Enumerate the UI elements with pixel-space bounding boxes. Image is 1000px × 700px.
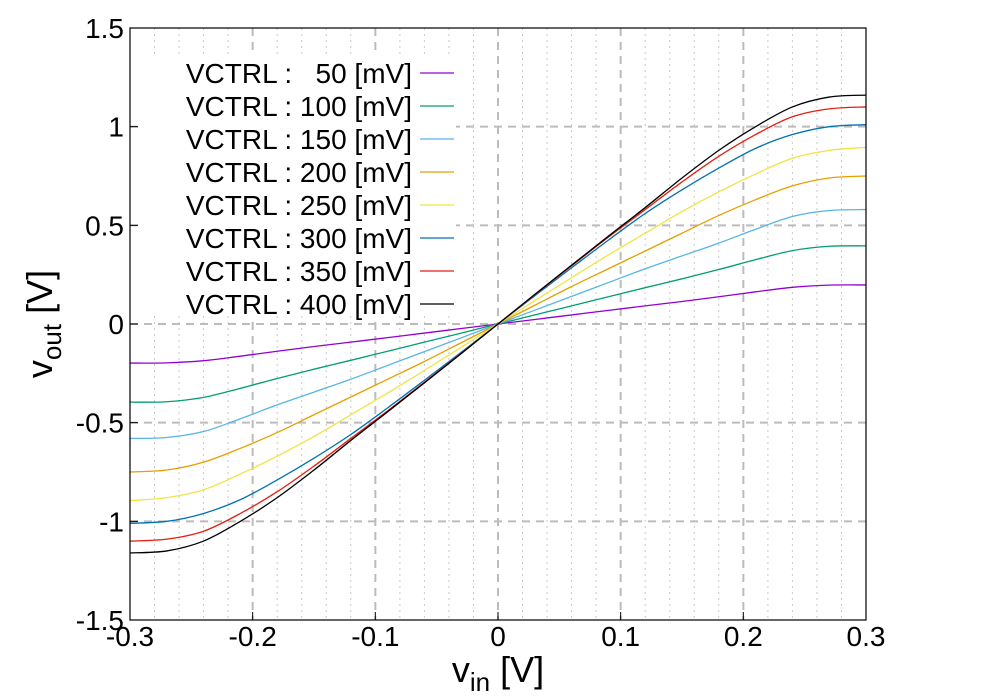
x-axis-label: vin [V] — [452, 649, 544, 697]
series-layer — [129, 94, 867, 554]
series-line — [129, 94, 867, 554]
y-axis-label-main: v — [19, 360, 60, 378]
legend-label: VCTRL : 250 [mV] — [186, 190, 412, 221]
legend-label: VCTRL : 400 [mV] — [186, 289, 412, 320]
legend-background — [138, 54, 456, 316]
x-axis-ticks: -0.3 -0.2 -0.1 0 0.1 0.2 0.3 — [106, 612, 886, 652]
legend: VCTRL : 50 [mV]VCTRL : 100 [mV]VCTRL : 1… — [138, 54, 456, 320]
legend-label: VCTRL : 300 [mV] — [186, 223, 412, 254]
x-tick-label: 0.1 — [601, 621, 640, 652]
legend-label: VCTRL : 50 [mV] — [186, 58, 412, 89]
y-tick-label: -1.5 — [76, 605, 124, 636]
y-axis-label-unit: [V] — [19, 270, 60, 324]
legend-label: VCTRL : 200 [mV] — [186, 157, 412, 188]
legend-label: VCTRL : 150 [mV] — [186, 124, 412, 155]
y-axis-label-sub: out — [37, 323, 67, 360]
legend-label: VCTRL : 350 [mV] — [186, 256, 412, 287]
legend-label: VCTRL : 100 [mV] — [186, 91, 412, 122]
x-tick-label: -0.3 — [106, 621, 154, 652]
x-tick-label: 0.3 — [847, 621, 886, 652]
x-tick-label: -0.2 — [229, 621, 277, 652]
y-tick-label: -0.5 — [76, 408, 124, 439]
x-axis-label-sub: in — [470, 667, 490, 697]
x-axis-label-main: v — [452, 649, 470, 690]
y-tick-label: -1 — [99, 506, 124, 537]
y-tick-label: 1 — [108, 112, 124, 143]
x-axis-label-unit: [V] — [490, 649, 544, 690]
x-tick-label: 0.2 — [724, 621, 763, 652]
y-tick-label: 0.5 — [85, 210, 124, 241]
y-tick-label: 1.5 — [85, 13, 124, 44]
x-tick-label: 0 — [490, 621, 506, 652]
y-axis-label: vout [V] — [19, 270, 67, 378]
x-tick-label: -0.1 — [351, 621, 399, 652]
y-tick-label: 0 — [108, 309, 124, 340]
y-axis-ticks: -1.5 -1 -0.5 0 0.5 1 1.5 — [76, 13, 138, 636]
